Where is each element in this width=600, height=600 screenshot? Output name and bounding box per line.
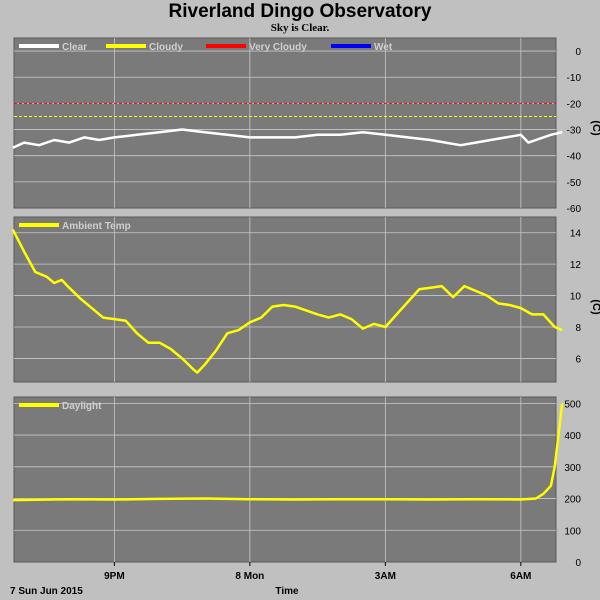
y-tick-label: -30 — [567, 126, 582, 137]
y-tick-label: -40 — [567, 152, 582, 163]
legend-swatch — [206, 44, 246, 48]
y-unit-label: (C) — [590, 120, 600, 136]
legend-label: Ambient Temp — [62, 221, 131, 232]
x-tick-label: 3AM — [375, 571, 396, 582]
y-tick-label: 400 — [564, 431, 581, 442]
page-subtitle: Sky is Clear. — [270, 22, 330, 34]
x-date-label: 7 Sun Jun 2015 — [10, 586, 83, 597]
y-tick-label: 0 — [575, 558, 581, 569]
series-line — [11, 229, 563, 374]
y-tick-label: 14 — [570, 229, 582, 240]
legend-label: Clear — [62, 42, 87, 53]
legend-label: Cloudy — [149, 42, 183, 53]
panel-background — [13, 37, 557, 209]
y-tick-label: -60 — [567, 204, 582, 215]
legend-label: Wet — [374, 42, 393, 53]
legend-swatch — [19, 44, 59, 48]
y-tick-label: 10 — [570, 292, 582, 303]
x-axis-label: Time — [275, 586, 299, 597]
legend-swatch — [19, 223, 59, 227]
y-unit-label: (C) — [590, 299, 600, 315]
y-tick-label: 6 — [575, 354, 581, 365]
legend-swatch — [106, 44, 146, 48]
y-tick-label: 300 — [564, 463, 581, 474]
y-tick-label: 0 — [575, 47, 581, 58]
y-tick-label: -50 — [567, 178, 582, 189]
panel-background — [13, 396, 557, 563]
legend-label: Very Cloudy — [249, 42, 307, 53]
x-tick-label: 9PM — [104, 571, 125, 582]
panel-background — [13, 216, 557, 383]
panel-2: 14 12 10 8 6 (C) Ambient Temp — [11, 216, 600, 383]
y-tick-label: 100 — [564, 526, 581, 537]
legend-swatch — [19, 403, 59, 407]
legend-swatch — [331, 44, 371, 48]
y-tick-label: 8 — [575, 323, 581, 334]
x-tick-label: 6AM — [510, 571, 531, 582]
y-tick-label: 500 — [564, 399, 581, 410]
y-tick-label: 200 — [564, 495, 581, 506]
series-line — [12, 128, 563, 149]
panel-3: 500 400 300 200 100 0 Daylight — [12, 396, 581, 569]
series-line — [12, 403, 564, 502]
page-title: Riverland Dingo Observatory — [168, 1, 432, 22]
y-tick-label: 12 — [570, 260, 582, 271]
y-tick-label: -10 — [567, 73, 582, 84]
x-tick-label: 8 Mon — [235, 571, 264, 582]
y-tick-label: -20 — [567, 99, 582, 110]
panel-1: 0 -10 -20 -30 -40 -50 -60 (C) Clear Cloudy Very Cl… — [12, 37, 600, 215]
legend-label: Daylight — [62, 401, 102, 412]
